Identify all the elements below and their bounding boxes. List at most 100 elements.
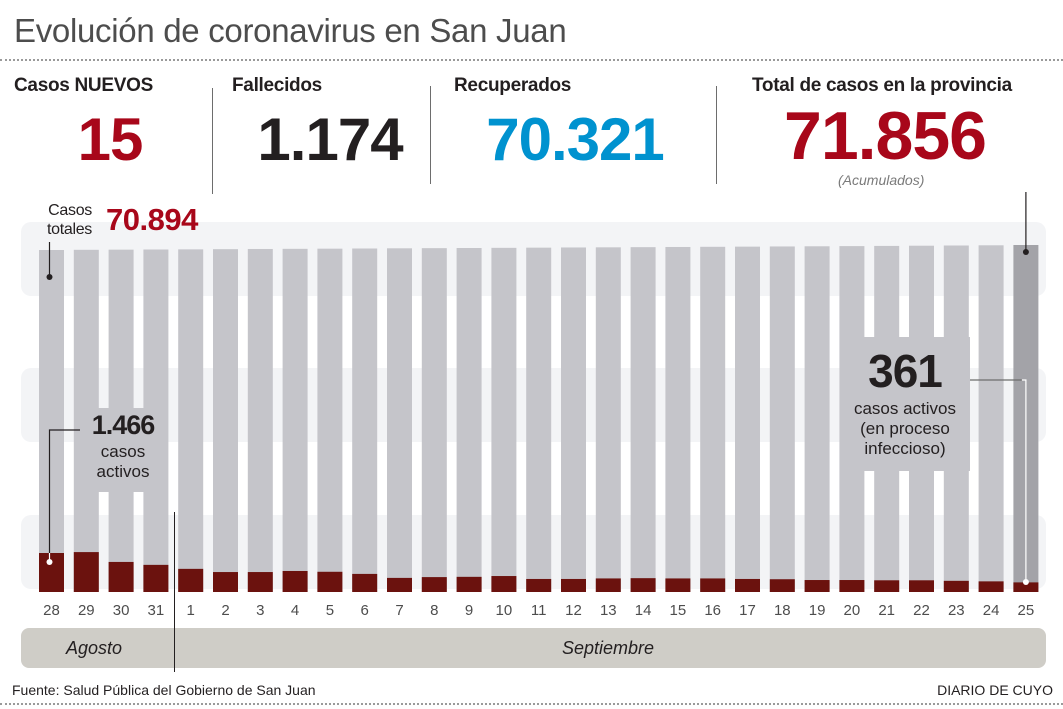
active-cases-bar bbox=[839, 580, 865, 592]
month-separator bbox=[174, 512, 175, 672]
total-cases-bar bbox=[978, 245, 1004, 592]
x-tick-label: 9 bbox=[465, 602, 473, 619]
leader-dot bbox=[46, 274, 53, 280]
active-cases-bar bbox=[352, 573, 378, 592]
active-cases-bar bbox=[769, 579, 795, 592]
active-cases-bar bbox=[456, 576, 482, 592]
active-cases-bar bbox=[213, 572, 238, 592]
x-tick-label: 4 bbox=[291, 602, 299, 619]
x-tick-label: 24 bbox=[983, 602, 1000, 619]
active-cases-bar bbox=[665, 578, 691, 592]
month-label-september: Septiembre bbox=[562, 638, 655, 658]
total-cases-bar bbox=[352, 248, 378, 592]
stat-value-recovered: 70.321 bbox=[486, 106, 665, 173]
active-cases-bar bbox=[804, 580, 830, 592]
stat-value-new-cases: 15 bbox=[77, 106, 144, 173]
total-cases-bar bbox=[595, 247, 621, 592]
total-cases-bar bbox=[213, 249, 238, 592]
x-tick-label: 5 bbox=[326, 602, 334, 619]
brand-label: DIARIO DE CUYO bbox=[937, 682, 1053, 698]
active-cases-bar bbox=[387, 577, 412, 592]
active-cases-bar bbox=[39, 553, 64, 592]
active-cases-end-line2: (en proceso bbox=[860, 419, 950, 438]
active-cases-bar bbox=[735, 578, 760, 592]
x-tick-label: 10 bbox=[496, 602, 513, 619]
active-cases-bar bbox=[943, 580, 969, 592]
stat-label-recovered: Recuperados bbox=[454, 75, 572, 96]
total-cases-bar bbox=[421, 248, 447, 592]
active-cases-end-line1: casos activos bbox=[853, 399, 957, 418]
active-cases-bar bbox=[561, 578, 586, 592]
active-cases-bar bbox=[247, 572, 273, 592]
stat-box-total: 71.856 bbox=[740, 102, 1030, 170]
month-axis-bar bbox=[21, 628, 1046, 668]
active-cases-start-line1: casos bbox=[100, 442, 146, 461]
leader-line bbox=[48, 429, 80, 553]
stat-label-new-cases: Casos NUEVOS bbox=[14, 75, 153, 96]
source-note: Fuente: Salud Pública del Gobierno de Sa… bbox=[12, 682, 316, 698]
x-tick-label: 21 bbox=[878, 602, 895, 619]
total-cases-label-line2: totales bbox=[46, 221, 92, 238]
active-cases-end-box: 361 casos activos (en proceso infeccioso… bbox=[840, 337, 970, 471]
total-cases-bar bbox=[282, 248, 308, 592]
total-cases-bar bbox=[769, 246, 795, 592]
leader-dot bbox=[1022, 249, 1029, 255]
active-cases-end-value: 361 bbox=[868, 345, 943, 397]
total-cases-bar bbox=[526, 247, 552, 592]
total-cases-bar bbox=[456, 247, 482, 592]
stat-box-new-cases: 15 bbox=[20, 110, 200, 170]
total-cases-start-value: 70.894 bbox=[106, 202, 198, 237]
x-tick-label: 25 bbox=[1018, 602, 1035, 619]
stat-value-deaths: 1.174 bbox=[257, 106, 403, 173]
active-cases-bar bbox=[282, 570, 308, 592]
total-cases-bar bbox=[665, 246, 691, 592]
active-cases-bar bbox=[491, 576, 517, 592]
total-cases-bar bbox=[804, 246, 830, 593]
stat-label-total: Total de casos en la provincia bbox=[752, 75, 1012, 96]
x-tick-label: 3 bbox=[256, 602, 264, 619]
active-cases-start-line2: activos bbox=[96, 462, 150, 481]
title-divider bbox=[0, 59, 1063, 61]
stat-note-accumulated: (Acumulados) bbox=[838, 172, 925, 188]
x-tick-label: 23 bbox=[948, 602, 965, 619]
x-tick-label: 18 bbox=[774, 602, 791, 619]
active-cases-start-value: 1.466 bbox=[91, 410, 156, 440]
leader-dot bbox=[46, 559, 53, 565]
active-cases-bar bbox=[909, 580, 934, 592]
active-cases-bar bbox=[108, 561, 134, 592]
total-cases-bar bbox=[317, 248, 343, 592]
stat-box-deaths: 1.174 bbox=[240, 110, 420, 170]
active-cases-bar bbox=[874, 580, 900, 592]
active-cases-bar bbox=[178, 568, 204, 592]
total-cases-bar bbox=[247, 248, 273, 592]
x-tick-label: 16 bbox=[704, 602, 721, 619]
active-cases-bar bbox=[421, 577, 447, 592]
x-tick-label: 22 bbox=[913, 602, 930, 619]
active-cases-bar bbox=[73, 552, 99, 592]
x-tick-label: 29 bbox=[78, 602, 95, 619]
active-cases-end-line3: infeccioso) bbox=[864, 439, 946, 458]
total-cases-bar bbox=[700, 246, 726, 592]
stat-divider bbox=[212, 88, 213, 194]
active-cases-bar bbox=[978, 581, 1004, 592]
page-title: Evolución de coronavirus en San Juan bbox=[14, 12, 567, 49]
x-tick-label: 31 bbox=[148, 602, 165, 619]
active-cases-bar bbox=[595, 578, 621, 592]
active-cases-bar bbox=[700, 578, 726, 592]
footer-divider bbox=[0, 703, 1063, 705]
x-tick-label: 7 bbox=[395, 602, 403, 619]
x-tick-label: 2 bbox=[221, 602, 229, 619]
total-cases-bar bbox=[387, 248, 412, 593]
leader-dot bbox=[1022, 579, 1029, 585]
x-tick-label: 14 bbox=[635, 602, 652, 619]
x-tick-label: 19 bbox=[809, 602, 826, 619]
x-tick-label: 13 bbox=[600, 602, 617, 619]
x-tick-label: 1 bbox=[187, 602, 195, 619]
total-cases-bar bbox=[39, 250, 64, 592]
active-cases-bar bbox=[143, 564, 169, 592]
stat-value-total: 71.856 bbox=[784, 98, 987, 174]
active-cases-start-box: 1.466 casos activos bbox=[80, 408, 166, 492]
total-cases-label: Casos totales bbox=[36, 201, 92, 239]
total-cases-bar bbox=[178, 249, 204, 593]
active-cases-bar bbox=[317, 571, 343, 592]
